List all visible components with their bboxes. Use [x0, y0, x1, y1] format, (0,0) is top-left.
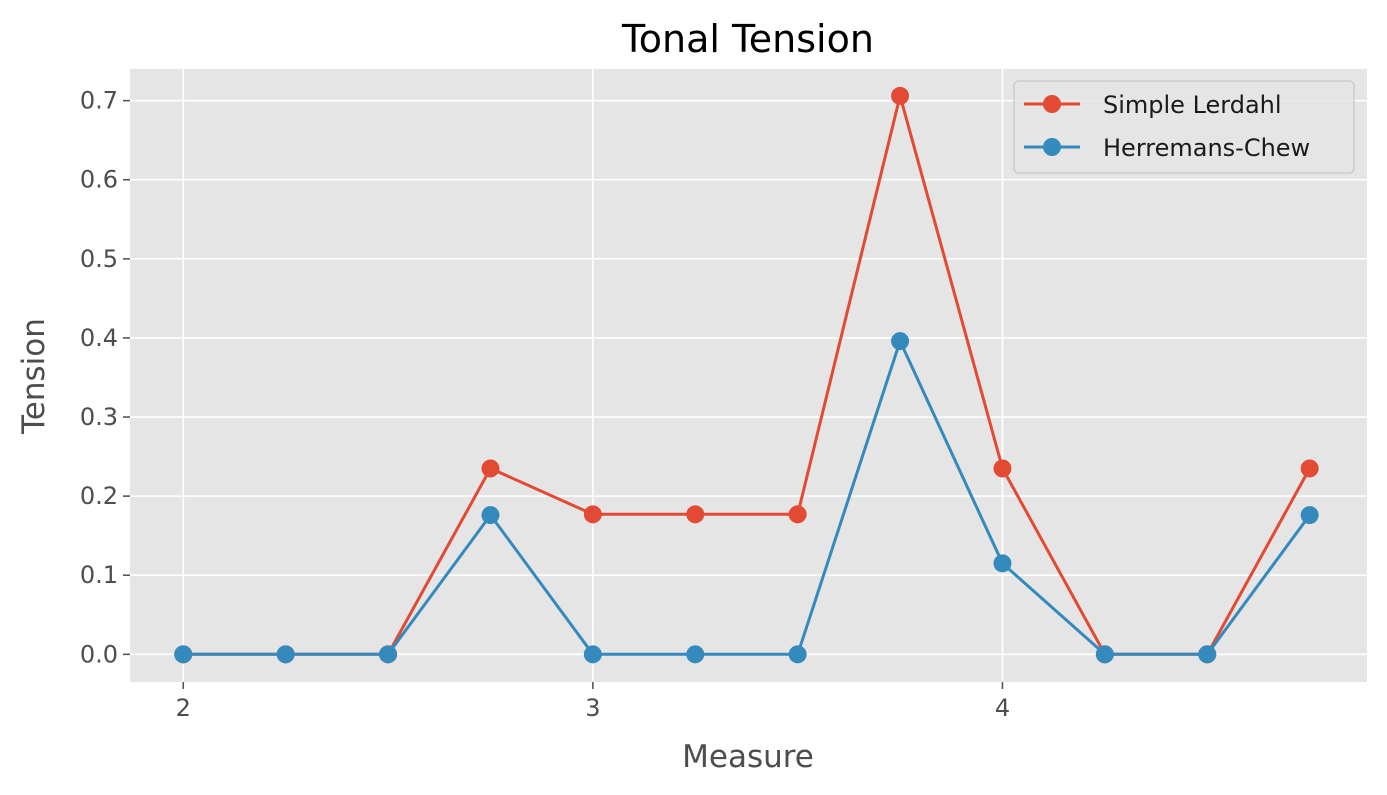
y-tick-label: 0.0 — [80, 640, 118, 668]
y-tick-label: 0.1 — [80, 561, 118, 589]
x-axis-label: Measure — [682, 739, 814, 775]
chart-title: Tonal Tension — [621, 17, 874, 61]
data-point-simple-lerdahl — [481, 459, 500, 478]
legend-marker-herremans-chew — [1043, 138, 1061, 156]
grid-lines — [130, 69, 1367, 682]
data-point-herremans-chew — [686, 645, 705, 664]
series-line-herremans-chew — [183, 339, 1311, 656]
data-point-herremans-chew — [1095, 645, 1114, 664]
data-point-simple-lerdahl — [1300, 459, 1319, 478]
data-point-simple-lerdahl — [891, 86, 910, 105]
data-point-herremans-chew — [993, 554, 1012, 573]
data-point-simple-lerdahl — [993, 459, 1012, 478]
y-tick-label: 0.4 — [80, 324, 118, 352]
y-tick-label: 0.3 — [80, 403, 118, 431]
y-tick-label: 0.2 — [80, 482, 118, 510]
data-point-herremans-chew — [891, 332, 910, 351]
data-point-herremans-chew — [379, 645, 398, 664]
data-point-herremans-chew — [481, 506, 500, 525]
series-group — [174, 86, 1319, 664]
y-tick-label: 0.7 — [80, 87, 118, 115]
y-tick-label: 0.5 — [80, 245, 118, 273]
data-point-herremans-chew — [174, 645, 193, 664]
tick-labels: 0.0 0.1 0.2 0.3 0.4 0.5 0.6 0.7 2 3 4 — [80, 87, 1010, 722]
data-point-simple-lerdahl — [686, 505, 705, 524]
x-tick-label: 4 — [995, 694, 1010, 722]
y-axis-label: Tension — [16, 318, 52, 435]
y-tick-label: 0.6 — [80, 166, 118, 194]
data-point-herremans-chew — [788, 645, 807, 664]
x-tick-label: 3 — [585, 694, 600, 722]
data-point-herremans-chew — [276, 645, 295, 664]
data-point-simple-lerdahl — [788, 505, 807, 524]
legend-label-simple-lerdahl: Simple Lerdahl — [1103, 91, 1282, 119]
data-point-herremans-chew — [1300, 506, 1319, 525]
legend-box — [1013, 80, 1355, 174]
data-point-herremans-chew — [1198, 645, 1217, 664]
data-point-simple-lerdahl — [583, 505, 602, 524]
legend-label-herremans-chew: Herremans-Chew — [1103, 134, 1310, 162]
x-tick-label: 2 — [176, 694, 191, 722]
data-point-herremans-chew — [583, 645, 602, 664]
legend-marker-simple-lerdahl — [1043, 95, 1061, 113]
legend: Simple Lerdahl Herremans-Chew — [1013, 80, 1355, 174]
